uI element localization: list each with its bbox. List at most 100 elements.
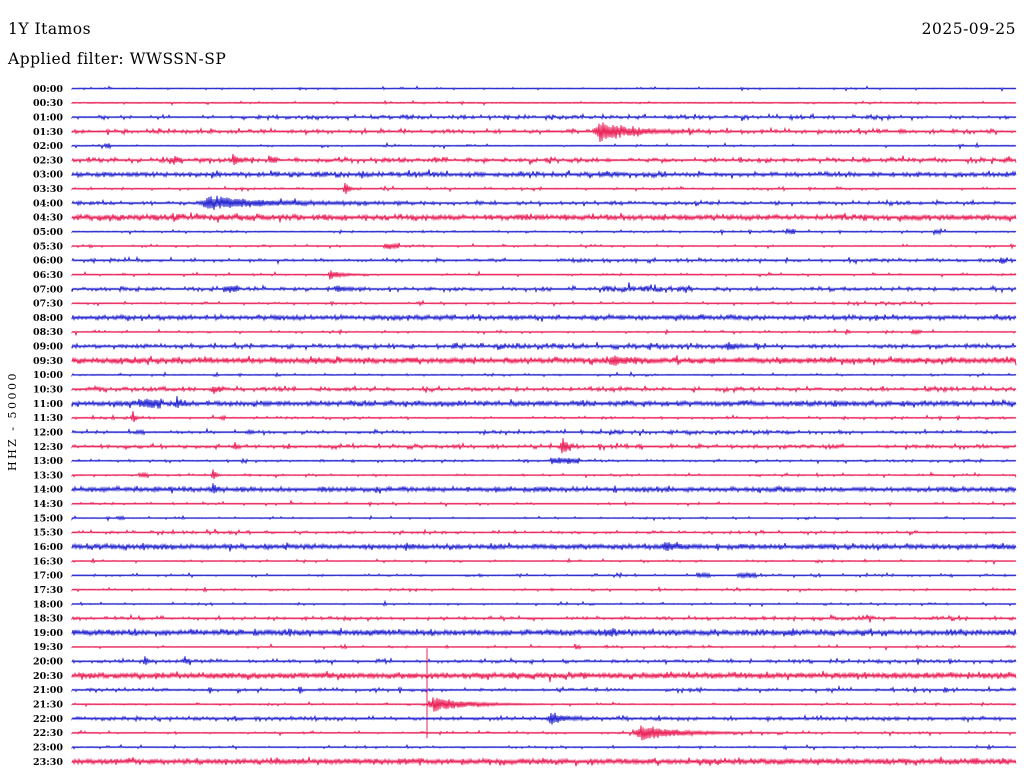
row-time-label: 07:00 [33, 284, 63, 295]
row-time-label: 21:00 [33, 685, 63, 696]
trace-row-0700 [71, 282, 1017, 294]
date-label: 2025-09-25 [921, 20, 1016, 38]
trace-row-1100 [71, 396, 1017, 409]
trace-row-1200 [71, 427, 1017, 437]
row-time-label: 18:00 [33, 599, 63, 610]
trace-row-1330 [71, 469, 1017, 480]
row-time-label: 01:00 [33, 112, 63, 123]
trace-row-0900 [71, 341, 1017, 352]
row-time-label: 16:30 [33, 556, 63, 567]
row-time-label: 23:00 [33, 743, 63, 754]
trace-row-0200 [71, 141, 1017, 151]
trace-row-0300 [71, 169, 1017, 180]
trace-row-2230 [71, 725, 1017, 741]
trace-row-2000 [71, 656, 1017, 666]
trace-row-1800 [71, 599, 1017, 608]
row-time-label: 08:30 [33, 327, 63, 338]
row-time-label: 01:30 [33, 127, 63, 138]
trace-row-1530 [71, 528, 1017, 537]
row-time-label: 17:30 [33, 585, 63, 596]
trace-row-0600 [71, 255, 1017, 266]
row-time-label: 19:30 [33, 642, 63, 653]
trace-row-2200 [71, 712, 1017, 725]
row-time-label: 02:30 [33, 155, 63, 166]
trace-row-0830 [71, 328, 1017, 337]
trace-row-1700 [71, 571, 1017, 580]
trace-row-1500 [71, 514, 1017, 522]
row-time-label: 13:30 [33, 470, 63, 481]
trace-row-1000 [71, 370, 1017, 378]
row-time-label: 04:30 [33, 213, 63, 224]
row-time-label: 21:30 [33, 700, 63, 711]
row-time-label: 06:30 [33, 270, 63, 281]
row-time-label: 03:00 [33, 170, 63, 181]
trace-row-1130 [71, 411, 1017, 423]
row-time-label: 23:30 [33, 757, 63, 768]
trace-row-1730 [71, 586, 1017, 593]
row-time-label: 14:30 [33, 499, 63, 510]
row-time-label: 12:00 [33, 428, 63, 439]
trace-row-0030 [71, 99, 1017, 107]
trace-row-2030 [71, 670, 1017, 683]
trace-row-1430 [71, 499, 1017, 508]
trace-row-0630 [71, 270, 1017, 280]
row-time-label: 07:30 [33, 299, 63, 310]
trace-row-0100 [71, 112, 1017, 122]
row-time-label: 06:00 [33, 256, 63, 267]
trace-row-1930 [71, 642, 1017, 651]
row-time-label: 18:30 [33, 614, 63, 625]
trace-row-0500 [71, 227, 1017, 236]
row-time-label: 00:00 [33, 84, 63, 95]
row-time-label: 19:00 [33, 628, 63, 639]
trace-row-2130 [71, 648, 1017, 739]
trace-row-1400 [71, 483, 1017, 494]
row-time-label: 17:00 [33, 571, 63, 582]
row-time-label: 08:00 [33, 313, 63, 324]
trace-row-0930 [71, 355, 1017, 366]
row-time-label: 05:00 [33, 227, 63, 238]
row-time-label: 12:30 [33, 442, 63, 453]
row-time-label: 22:00 [33, 714, 63, 725]
row-time-label: 22:30 [33, 728, 63, 739]
trace-row-0730 [71, 299, 1017, 308]
row-time-label: 03:30 [33, 184, 63, 195]
row-time-label: 11:00 [33, 399, 63, 410]
row-time-label: 05:30 [33, 241, 63, 252]
row-time-label: 15:30 [33, 528, 63, 539]
trace-row-1300 [71, 457, 1017, 465]
trace-row-0530 [71, 242, 1017, 250]
row-time-label: 20:30 [33, 671, 63, 682]
row-time-label: 16:00 [33, 542, 63, 553]
row-time-label: 20:00 [33, 657, 63, 668]
row-time-label: 11:30 [33, 413, 63, 424]
trace-row-2330 [71, 756, 1017, 767]
trace-row-0000 [71, 85, 1017, 93]
row-time-label: 15:00 [33, 513, 63, 524]
trace-row-1030 [71, 384, 1017, 394]
trace-row-2300 [71, 743, 1017, 751]
trace-row-0430 [71, 212, 1017, 223]
trace-row-1600 [71, 541, 1017, 552]
trace-row-1830 [71, 613, 1017, 623]
row-time-label: 10:00 [33, 370, 63, 381]
trace-row-1630 [71, 557, 1017, 566]
trace-row-0330 [71, 182, 1017, 194]
trace-row-0230 [71, 153, 1017, 166]
trace-row-2100 [71, 684, 1017, 695]
trace-row-0400 [71, 195, 1017, 211]
trace-row-1900 [71, 628, 1017, 638]
row-time-label: 13:00 [33, 456, 63, 467]
row-time-label: 14:00 [33, 485, 63, 496]
trace-row-0800 [71, 312, 1017, 323]
row-time-label: 09:00 [33, 342, 63, 353]
filter-label: Applied filter: WWSSN-SP [8, 50, 227, 68]
trace-row-1230 [71, 438, 1017, 454]
trace-row-0130 [71, 122, 1017, 142]
station-title: 1Y Itamos [8, 20, 92, 38]
row-time-label: 09:30 [33, 356, 63, 367]
row-time-label: 10:30 [33, 385, 63, 396]
row-time-label: 04:00 [33, 198, 63, 209]
row-time-label: 02:00 [33, 141, 63, 152]
row-time-label: 00:30 [33, 98, 63, 109]
